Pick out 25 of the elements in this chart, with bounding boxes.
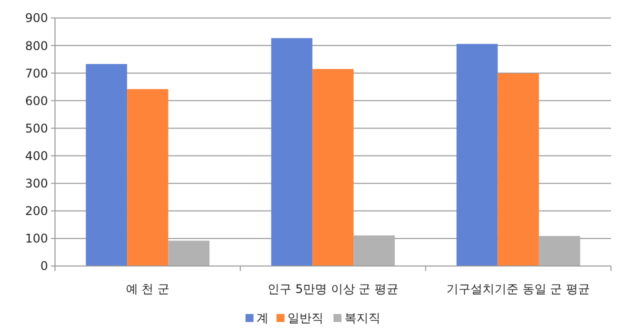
y-tick-label: 100 xyxy=(25,232,48,246)
bar xyxy=(498,73,539,266)
bar xyxy=(456,44,498,266)
bar xyxy=(354,235,395,266)
y-tick-label: 0 xyxy=(40,259,48,274)
legend-label: 계 xyxy=(256,311,268,326)
bar xyxy=(538,236,580,266)
x-tick-label: 기구설치기준 동일 군 평균 xyxy=(446,282,590,296)
y-tick-label: 300 xyxy=(25,176,48,191)
bar xyxy=(86,64,128,266)
bar xyxy=(271,38,312,266)
y-tick-label: 900 xyxy=(25,11,48,26)
x-tick-label: 예 천 군 xyxy=(126,282,170,296)
legend-label: 일반직 xyxy=(288,311,324,326)
y-tick-label: 400 xyxy=(25,148,48,163)
y-tick-label: 600 xyxy=(25,94,48,108)
bar xyxy=(127,89,168,266)
bar xyxy=(312,68,354,266)
legend-label: 복지직 xyxy=(344,311,380,326)
x-tick-label: 인구 5만명 이상 군 평균 xyxy=(268,282,398,296)
y-tick-label: 700 xyxy=(25,66,48,80)
y-tick-label: 800 xyxy=(25,38,48,53)
y-tick-label: 500 xyxy=(25,121,48,136)
y-tick-label: 200 xyxy=(25,204,48,218)
bar xyxy=(168,240,210,266)
